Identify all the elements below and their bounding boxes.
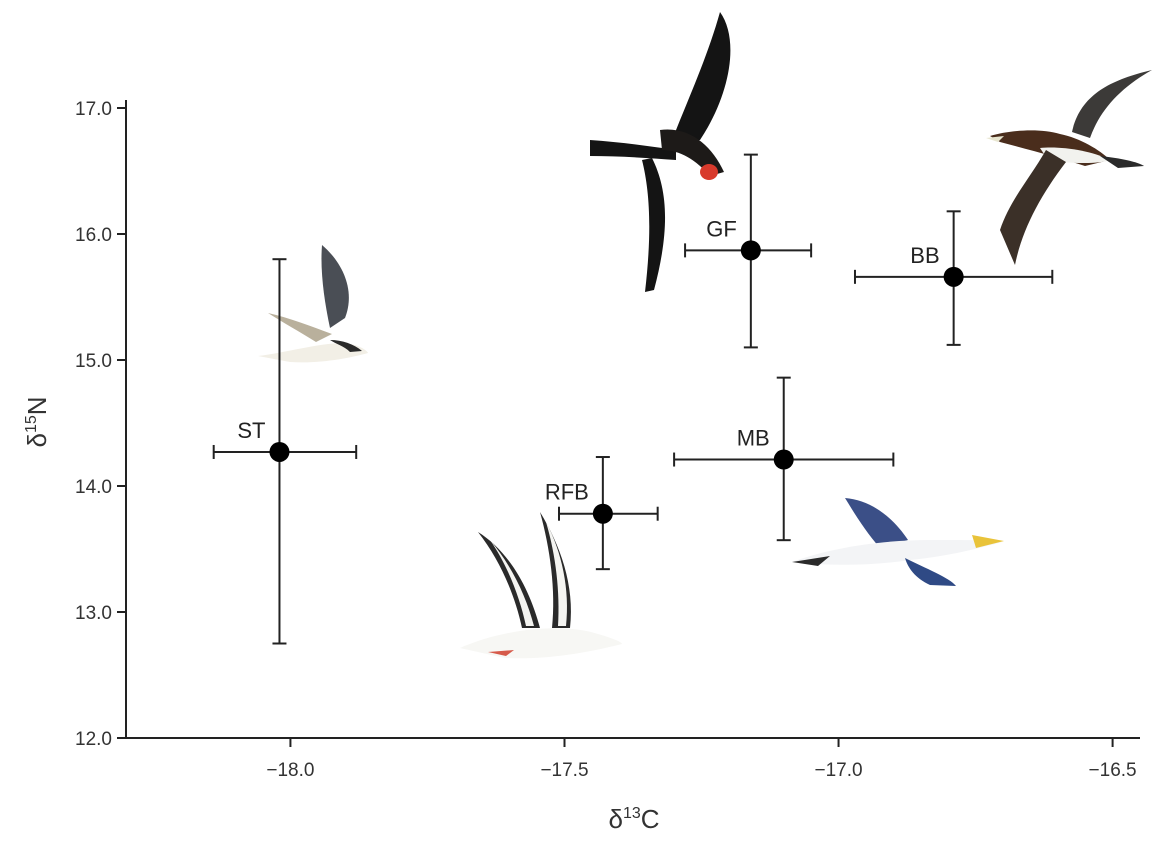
y-ticks: 12.0 13.0 14.0 15.0 16.0 17.0 xyxy=(75,99,126,750)
data-marker xyxy=(773,449,794,470)
data-marker xyxy=(943,266,964,287)
y-tick-label: 15.0 xyxy=(75,351,112,372)
y-tick-label: 17.0 xyxy=(75,99,112,120)
point-label: BB xyxy=(910,243,939,268)
sooty-tern-illustration xyxy=(258,245,368,363)
data-marker xyxy=(592,503,613,524)
data-point-bb: BB xyxy=(853,210,1054,346)
great-frigatebird-illustration xyxy=(590,12,731,292)
illustrations xyxy=(258,12,1152,659)
data-point-rfb: RFB xyxy=(545,456,659,571)
y-tick-label: 14.0 xyxy=(75,477,112,498)
x-tick-label: −17.5 xyxy=(540,760,588,781)
point-label: MB xyxy=(737,426,770,451)
brown-booby-illustration xyxy=(986,70,1152,265)
data-marker xyxy=(269,441,290,462)
y-tick-label: 16.0 xyxy=(75,225,112,246)
axes: −18.0 −17.5 −17.0 −16.5 12.0 13.0 14.0 15.0 16.… xyxy=(75,99,1140,781)
point-label: ST xyxy=(237,418,265,443)
data-point-st: ST xyxy=(212,258,358,645)
red-footed-booby-illustration xyxy=(460,512,622,659)
x-tick-label: −17.0 xyxy=(815,760,863,781)
point-label: RFB xyxy=(545,480,589,505)
data-point-mb: MB xyxy=(673,376,895,542)
data-point-gf: GF xyxy=(684,153,813,349)
masked-booby-illustration xyxy=(792,498,1004,586)
x-tick-label: −18.0 xyxy=(266,760,314,781)
x-axis-title: δ13C xyxy=(608,804,659,834)
data-marker xyxy=(740,240,761,261)
y-tick-label: 13.0 xyxy=(75,603,112,624)
y-axis-title: δ15N xyxy=(22,396,52,447)
point-label: GF xyxy=(706,216,737,241)
y-tick-label: 12.0 xyxy=(75,729,112,750)
x-tick-label: −16.5 xyxy=(1089,760,1137,781)
x-ticks: −18.0 −17.5 −17.0 −16.5 xyxy=(266,738,1137,781)
data-points: ST RFB GF MB BB xyxy=(212,153,1054,645)
